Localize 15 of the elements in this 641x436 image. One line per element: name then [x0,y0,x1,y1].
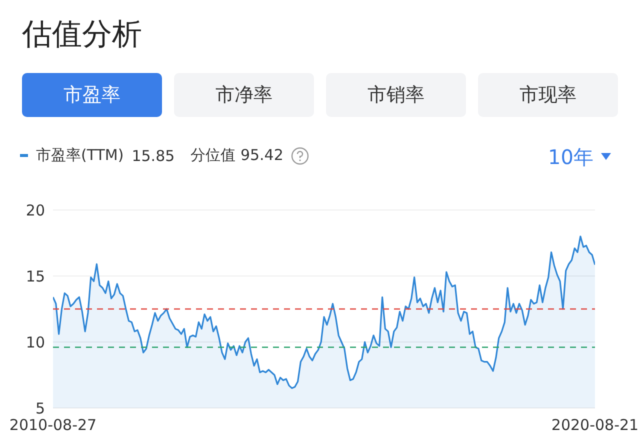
text: 市盈率 [22,73,162,117]
x-tick-label: 2020-08-21 [551,416,639,434]
y-tick-label: 20 [26,201,45,220]
x-tick-label: 2010-08-27 [9,416,97,434]
text: 市销率 [326,73,466,117]
y-tick-label: 15 [26,267,45,286]
chart-title: 估值分析 [22,16,142,54]
text: 10年 [548,144,594,171]
y-tick-label: 10 [26,333,45,352]
y-tick-label: 5 [35,399,45,418]
text: 分位值 95.42 [190,146,284,165]
text: 15.85 [132,146,175,164]
text: 市净率 [174,73,314,117]
legend-label: 市盈率(TTM) [36,146,124,165]
text: 市现率 [478,73,618,117]
